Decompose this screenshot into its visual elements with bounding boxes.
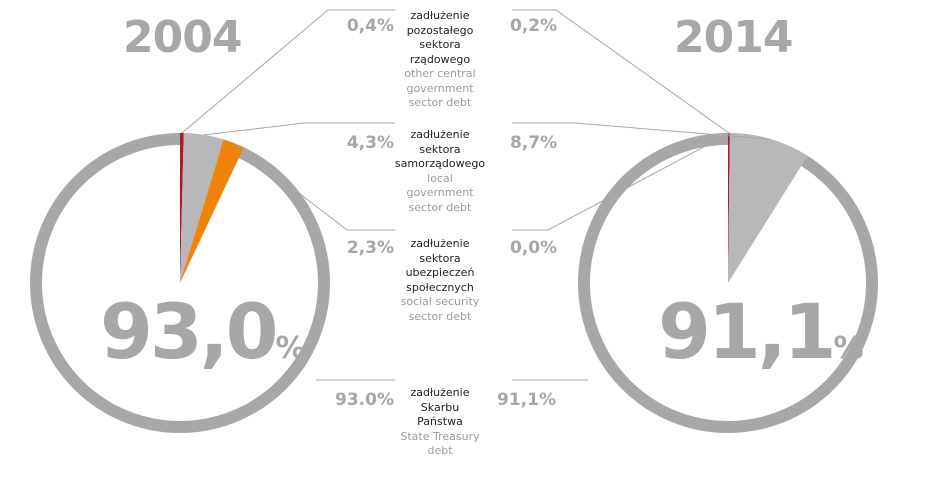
pie-2014-slice-local [728, 133, 808, 283]
legend-en-line: debt [427, 444, 453, 457]
legend-en-line: government [406, 186, 474, 199]
legend-pl-line: zadłużenie [410, 237, 470, 250]
legend-social: zadłużenie sektora ubezpieczeń społeczny… [380, 237, 500, 324]
legend-pl-line: zadłużenie [410, 386, 470, 399]
connector-2004-local [203, 122, 395, 136]
value-label-2004-social: 2,3% [346, 238, 394, 258]
year-2014-title: 2014 [674, 12, 793, 63]
value-label-2014-other-central: 0,2% [510, 16, 558, 36]
center-value-2014: 91,1% [658, 287, 864, 376]
legend-other-central: zadłużenie pozostałego sektora rządowego… [380, 9, 500, 111]
center-unit-2014: % [833, 331, 864, 366]
value-label-2014-social: 0,0% [510, 238, 558, 258]
legend-en-line: social security [400, 295, 480, 308]
legend-en-line: government [406, 81, 474, 95]
legend-pl-line: Skarbu [420, 400, 460, 414]
center-unit-2004: % [275, 331, 306, 366]
pie-2004-slice-other-central [180, 133, 184, 283]
pie-2014-slice-other-central [728, 133, 730, 283]
legend-local: zadłużenie sektora samorządowego local g… [380, 128, 500, 215]
legend-en-line: other central [404, 67, 476, 80]
legend-en-line: sector debt [408, 200, 472, 214]
pie-2004-slice-local [180, 133, 224, 283]
center-number-2004: 93,0 [100, 287, 279, 376]
legend-pl-line: samorządowego [394, 157, 486, 170]
legend-pl-line: sektora [419, 38, 461, 51]
value-label-2014-local: 8,7% [510, 133, 558, 153]
value-label-2004-other-central: 0,4% [346, 16, 394, 36]
pie-2004-slice-social [180, 139, 244, 283]
legend-pl-line: sektora [419, 142, 461, 156]
connector-2004-other-central [181, 9, 395, 134]
legend-pl-line: zadłużenie [410, 9, 470, 22]
connector-2014-local [512, 122, 771, 140]
legend-pl-line: społecznych [406, 280, 474, 294]
legend-en-line: sector debt [408, 309, 472, 323]
legend-pl-line: Państwa [417, 415, 463, 428]
connector-2014-other-central [512, 9, 730, 134]
legend-en-line: State Treasury [400, 429, 480, 443]
legend-pl-line: zadłużenie [410, 128, 470, 141]
legend-treasury: zadłużenie Skarbu Państwa State Treasury… [380, 386, 500, 459]
value-label-2004-local: 4,3% [346, 133, 394, 153]
value-label-2004-treasury: 93.0% [335, 390, 394, 410]
value-label-2014-treasury: 91,1% [497, 390, 556, 410]
connector-2004-social [233, 142, 395, 231]
connector-2014-social [512, 132, 731, 231]
legend-en-line: local [427, 171, 453, 185]
center-number-2014: 91,1 [658, 287, 837, 376]
center-value-2004: 93,0% [100, 287, 306, 376]
legend-pl-line: pozostałego [406, 23, 474, 37]
legend-en-line: sector debt [408, 96, 472, 109]
legend-pl-line: rządowego [409, 52, 471, 66]
year-2004-title: 2004 [123, 12, 242, 63]
legend-pl-line: sektora [419, 251, 461, 265]
legend-pl-line: ubezpieczeń [405, 266, 475, 279]
